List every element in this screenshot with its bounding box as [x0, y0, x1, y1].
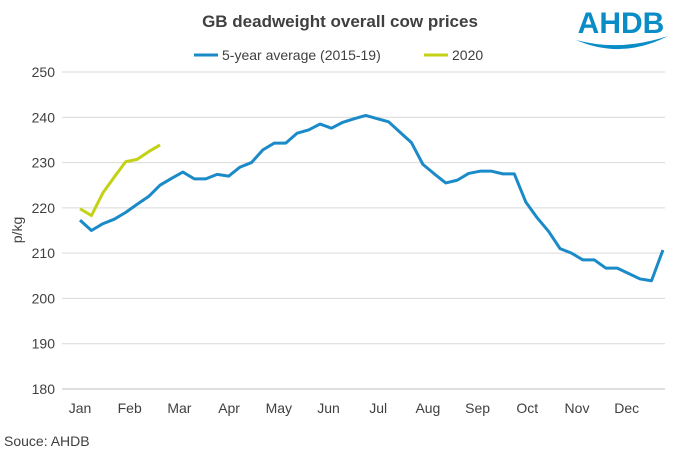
logo-text: AHDB	[578, 7, 665, 40]
x-tick-label: Aug	[415, 400, 440, 416]
x-tick-label: Jul	[369, 400, 387, 416]
y-tick-label: 190	[32, 336, 56, 352]
x-tick-label: Oct	[516, 400, 538, 416]
x-tick-label: Jan	[69, 400, 92, 416]
x-tick-label: Sep	[465, 400, 490, 416]
y-tick-label: 210	[32, 245, 56, 261]
y-tick-label: 240	[32, 109, 56, 125]
y-tick-label: 180	[32, 381, 56, 397]
legend-label: 5-year average (2015-19)	[222, 47, 381, 63]
y-tick-label: 230	[32, 155, 56, 171]
y-tick-label: 200	[32, 290, 56, 306]
chart-title: GB deadweight overall cow prices	[202, 12, 478, 31]
legend-label: 2020	[452, 47, 483, 63]
y-axis-label: p/kg	[9, 217, 25, 243]
logo-swoosh	[576, 36, 668, 50]
series-line	[78, 113, 665, 283]
y-tick-label: 220	[32, 200, 56, 216]
y-axis-ticks: 180 190 200 210 220 230 240 250	[32, 64, 56, 397]
x-tick-label: Mar	[167, 400, 191, 416]
x-tick-label: Apr	[218, 400, 240, 416]
series-lines	[78, 113, 665, 283]
legend: 5-year average (2015-19) 2020	[194, 47, 483, 63]
source-note: Souce: AHDB	[4, 433, 90, 449]
series-line	[79, 143, 161, 218]
y-tick-label: 250	[32, 64, 56, 80]
x-tick-label: Dec	[614, 400, 639, 416]
x-axis-ticks: Jan Feb Mar Apr May Jun Jul Aug Sep Oct Nov Dec	[69, 400, 639, 416]
x-tick-label: May	[266, 400, 292, 416]
x-tick-label: Feb	[118, 400, 142, 416]
x-tick-label: Jun	[317, 400, 340, 416]
x-tick-label: Nov	[565, 400, 590, 416]
ahdb-logo: AHDB	[576, 7, 668, 50]
gridlines	[62, 71, 665, 390]
